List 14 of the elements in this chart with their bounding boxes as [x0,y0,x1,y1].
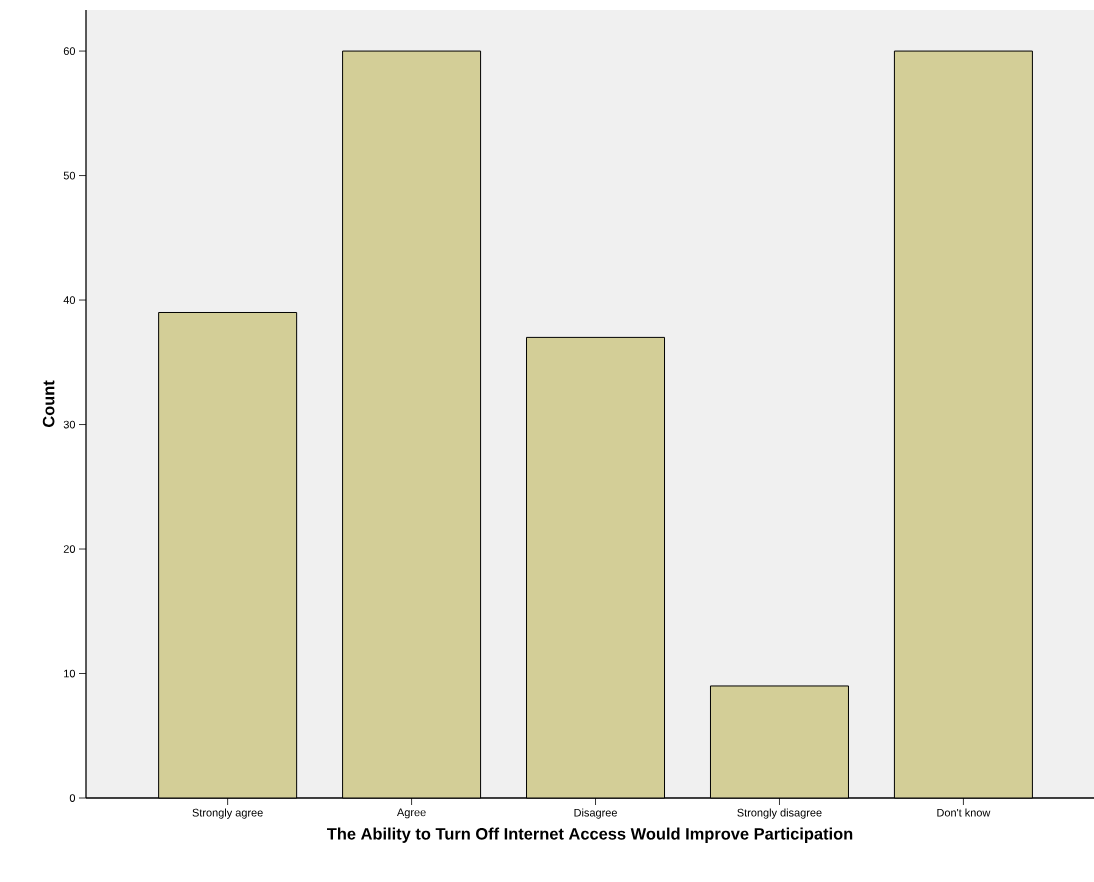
y-tick-label: 0 [69,794,76,802]
y-tick-label: 20 [63,545,76,553]
y-axis-title: Count [42,380,55,428]
y-tick-label: 40 [63,296,76,304]
y-tick-label: 10 [64,669,76,678]
x-tick-label: Agree [396,808,426,819]
y-tick-label: 60 [63,47,76,55]
y-tick-label: 50 [63,171,76,180]
x-tick-label: Don't know [937,808,991,817]
x-tick-label: Strongly agree [192,808,263,819]
x-tick-label: Disagree [574,808,617,819]
x-tick-label: Strongly disagree [737,808,822,819]
x-axis-title: The Ability to Turn Off Internet Access Would Improve Participation [327,827,853,843]
y-tick-label: 30 [63,420,76,429]
